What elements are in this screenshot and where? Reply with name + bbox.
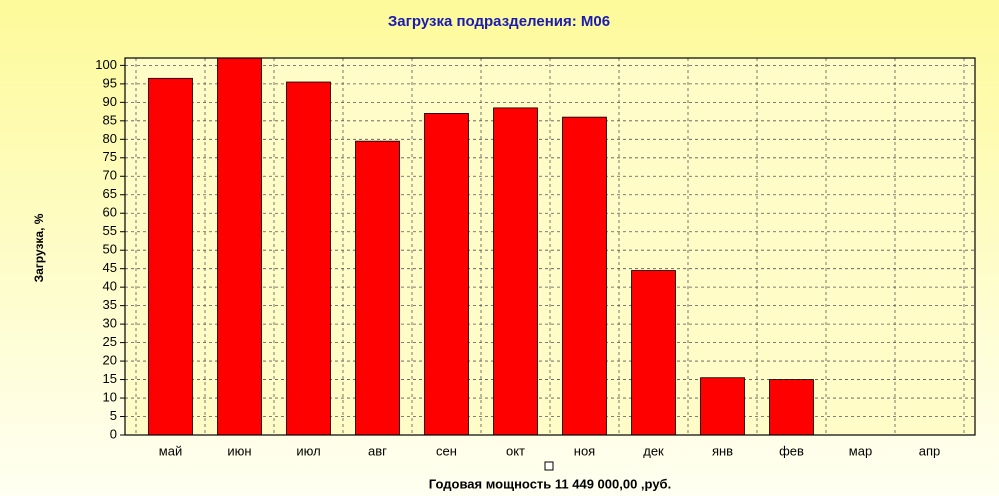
- x-tick-label: апр: [919, 443, 941, 458]
- footer-note: Годовая мощность 11 449 000,00 ,руб.: [429, 476, 671, 491]
- y-tick-label: 90: [103, 94, 117, 109]
- y-tick-label: 70: [103, 168, 117, 183]
- x-tick-label: июн: [227, 443, 251, 458]
- y-tick-label: 15: [103, 371, 117, 386]
- y-tick-label: 95: [103, 75, 117, 90]
- y-tick-label: 75: [103, 149, 117, 164]
- y-tick-label: 55: [103, 223, 117, 238]
- y-tick-label: 25: [103, 334, 117, 349]
- bar: [700, 377, 745, 436]
- y-tick-label: 40: [103, 279, 117, 294]
- bar: [562, 116, 607, 436]
- x-tick-label: июл: [296, 443, 320, 458]
- bar: [355, 140, 400, 436]
- x-tick-label: дек: [643, 443, 664, 458]
- legend-marker: [544, 461, 554, 471]
- y-tick-label: 80: [103, 131, 117, 146]
- plot-frame: [124, 57, 976, 436]
- y-tick-label: 60: [103, 205, 117, 220]
- y-tick-label: 5: [110, 408, 117, 423]
- y-tick-label: 0: [110, 426, 117, 441]
- y-tick-label: 10: [103, 389, 117, 404]
- y-tick-label: 35: [103, 297, 117, 312]
- bar: [217, 57, 262, 436]
- x-tick-label: сен: [436, 443, 457, 458]
- bar: [769, 379, 814, 436]
- x-tick-label: май: [159, 443, 182, 458]
- bar: [286, 81, 331, 436]
- x-tick-label: мар: [849, 443, 872, 458]
- x-tick-label: ноя: [574, 443, 595, 458]
- bar: [424, 113, 469, 436]
- x-tick-label: янв: [712, 443, 733, 458]
- bar: [493, 107, 538, 436]
- chart-title: Загрузка подразделения: М06: [388, 13, 610, 30]
- x-tick-label: авг: [368, 443, 387, 458]
- y-axis-label: Загрузка, %: [32, 213, 46, 282]
- y-tick-label: 20: [103, 353, 117, 368]
- y-tick-label: 100: [95, 57, 117, 72]
- bar: [631, 270, 676, 436]
- y-tick-label: 50: [103, 242, 117, 257]
- x-tick-label: фев: [779, 443, 804, 458]
- y-tick-label: 45: [103, 260, 117, 275]
- y-tick-label: 65: [103, 186, 117, 201]
- y-tick-label: 85: [103, 112, 117, 127]
- bar: [148, 77, 193, 436]
- x-tick-label: окт: [506, 443, 525, 458]
- y-tick-label: 30: [103, 316, 117, 331]
